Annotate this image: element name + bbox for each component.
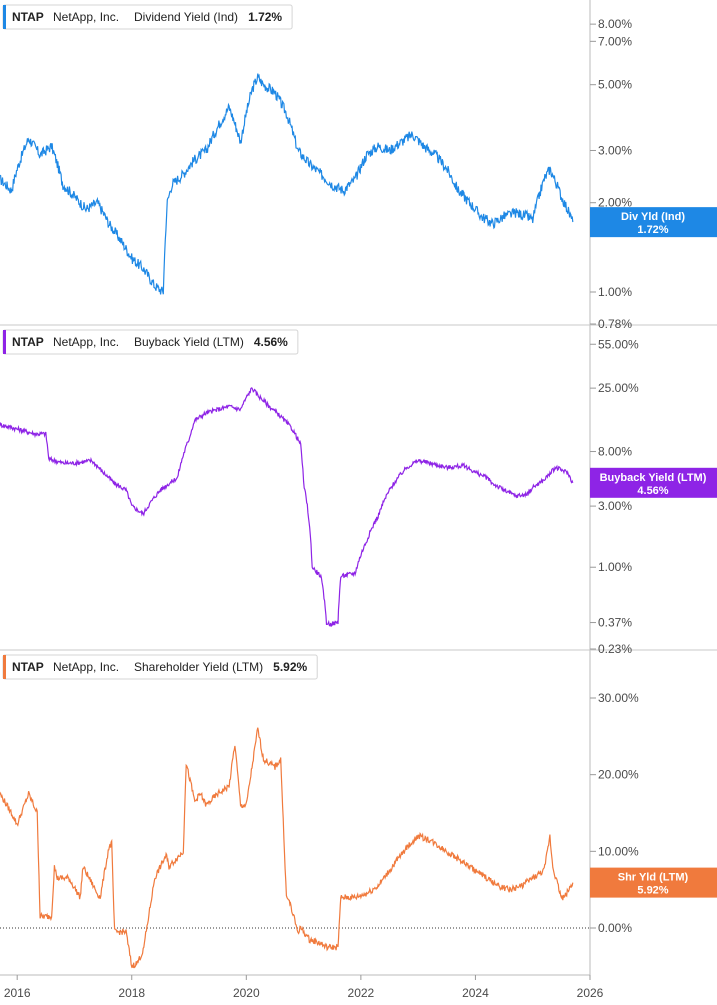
- value-badge-label: Div Yld (Ind): [621, 211, 685, 223]
- y-tick-label: 0.78%: [598, 317, 632, 331]
- legend-ticker: NTAP: [12, 10, 44, 24]
- y-tick-label: 7.00%: [598, 34, 632, 48]
- x-tick-label: 2020: [233, 986, 260, 1000]
- y-tick-label: 0.23%: [598, 642, 632, 656]
- series-line: [0, 727, 574, 969]
- legend: NTAP NetApp, Inc. Buyback Yield (LTM) 4.56%: [2, 329, 299, 355]
- legend-color-bar: [3, 5, 6, 29]
- legend: NTAP NetApp, Inc. Dividend Yield (Ind) 1.72…: [2, 4, 293, 30]
- legend-value: 4.56%: [254, 335, 288, 349]
- value-badge: [590, 207, 717, 238]
- value-badge-value: 1.72%: [637, 224, 668, 236]
- y-tick-label: 3.00%: [598, 143, 632, 157]
- legend-company: NetApp, Inc.: [53, 10, 119, 24]
- y-tick-label: 3.00%: [598, 499, 632, 513]
- y-tick-label: 8.00%: [598, 17, 632, 31]
- legend-value: 1.72%: [248, 10, 282, 24]
- y-tick-label: 55.00%: [598, 337, 639, 351]
- legend: NTAP NetApp, Inc. Shareholder Yield (LTM) 5…: [2, 654, 318, 680]
- value-badge-value: 5.92%: [637, 885, 668, 897]
- legend-metric: Shareholder Yield (LTM): [134, 660, 263, 674]
- legend-metric: Dividend Yield (Ind): [134, 10, 238, 24]
- series-line: [0, 387, 574, 627]
- y-tick-label: 5.00%: [598, 78, 632, 92]
- y-tick-label: 2.00%: [598, 196, 632, 210]
- x-tick-label: 2022: [348, 986, 375, 1000]
- x-tick-label: 2018: [118, 986, 145, 1000]
- y-tick-label: 20.00%: [598, 768, 639, 782]
- x-tick-label: 2024: [462, 986, 489, 1000]
- y-tick-label: 8.00%: [598, 445, 632, 459]
- y-tick-label: 0.00%: [598, 921, 632, 935]
- y-tick-label: 1.00%: [598, 560, 632, 574]
- x-tick-label: 2026: [577, 986, 604, 1000]
- y-tick-label: 25.00%: [598, 381, 639, 395]
- y-tick-label: 1.00%: [598, 285, 632, 299]
- y-tick-label: 10.00%: [598, 844, 639, 858]
- value-badge-value: 4.56%: [637, 485, 668, 497]
- value-badge-label: Buyback Yield (LTM): [600, 472, 707, 484]
- legend-company: NetApp, Inc.: [53, 335, 119, 349]
- y-tick-label: 30.00%: [598, 691, 639, 705]
- legend-ticker: NTAP: [12, 660, 44, 674]
- value-badge: [590, 467, 717, 498]
- value-badge-label: Shr Yld (LTM): [618, 872, 689, 884]
- legend-value: 5.92%: [273, 660, 307, 674]
- legend-color-bar: [3, 655, 6, 679]
- legend-ticker: NTAP: [12, 335, 44, 349]
- series-line: [0, 73, 574, 295]
- legend-metric: Buyback Yield (LTM): [134, 335, 244, 349]
- legend-company: NetApp, Inc.: [53, 660, 119, 674]
- y-tick-label: 0.37%: [598, 616, 632, 630]
- x-tick-label: 2016: [4, 986, 31, 1000]
- value-badge: [590, 867, 717, 898]
- legend-color-bar: [3, 330, 6, 354]
